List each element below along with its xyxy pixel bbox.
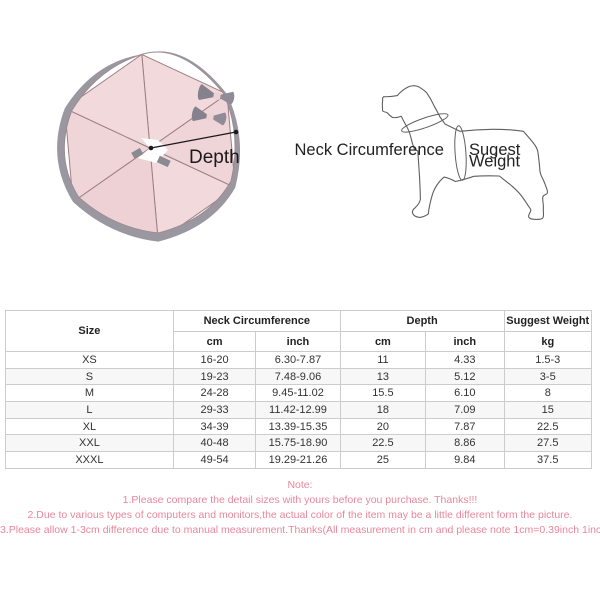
svg-text:Neck Circumference: Neck Circumference [295,141,444,159]
svg-text:Weight: Weight [469,153,520,171]
